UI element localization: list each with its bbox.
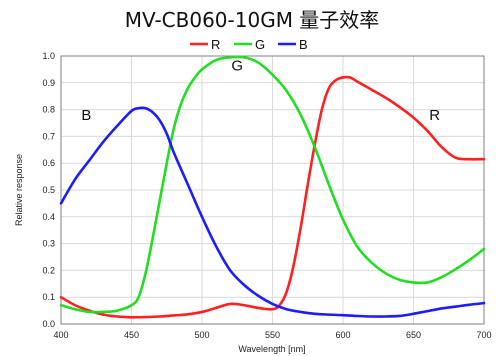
y-tick-label: 0.0 [42, 319, 55, 329]
y-tick-label: 0.9 [42, 78, 55, 88]
x-tick-label: 550 [265, 330, 280, 340]
x-tick-label: 700 [476, 330, 491, 340]
x-tick-label: 650 [406, 330, 421, 340]
legend-label-r: R [211, 37, 220, 52]
annotations-group: B G R [81, 57, 440, 124]
y-axis-title: Relative response [14, 154, 24, 226]
y-tick-label: 0.5 [42, 185, 55, 195]
plot-frame [60, 55, 485, 325]
y-tick-label: 0.3 [42, 239, 55, 249]
annotation-label-r: R [429, 107, 440, 124]
series-line-g [59, 55, 486, 314]
series-line-r [59, 75, 486, 319]
x-tick-label: 400 [53, 330, 68, 340]
legend-label-g: G [255, 37, 265, 52]
y-tick-label: 0.8 [42, 105, 55, 115]
x-axis-title: Wavelength [nm] [238, 344, 305, 354]
chart-title: MV-CB060-10GM 量子效率 [125, 8, 380, 32]
series-group [59, 55, 486, 319]
y-tick-label: 0.7 [42, 131, 55, 141]
annotation-label-b: B [81, 107, 91, 124]
x-tick-label: 600 [335, 330, 350, 340]
annotation-label-g: G [231, 57, 243, 74]
x-tick-label: 500 [194, 330, 209, 340]
y-tick-label: 0.4 [42, 212, 55, 222]
x-tick-label: 450 [124, 330, 139, 340]
series-line-b [59, 106, 486, 318]
legend-label-b: B [299, 37, 308, 52]
y-tick-label: 0.6 [42, 158, 55, 168]
y-tick-label: 1.0 [42, 51, 55, 61]
y-tick-label: 0.2 [42, 265, 55, 275]
ticks-group: 0.0 0.1 0.2 0.3 0.4 0.5 0.6 0.7 0.8 0.9 1.0 400 450 5… [42, 51, 491, 340]
y-tick-label: 0.1 [42, 292, 55, 302]
